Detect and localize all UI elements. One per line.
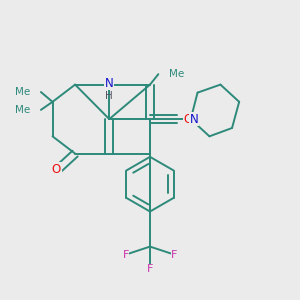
Text: F: F bbox=[122, 250, 129, 260]
Text: Me: Me bbox=[15, 87, 31, 97]
Text: H: H bbox=[105, 91, 113, 101]
Text: O: O bbox=[52, 163, 61, 176]
Text: Me: Me bbox=[15, 105, 31, 115]
Text: N: N bbox=[190, 112, 199, 126]
Text: F: F bbox=[171, 250, 178, 260]
Text: Me: Me bbox=[169, 69, 184, 79]
Text: O: O bbox=[183, 112, 193, 126]
Text: N: N bbox=[105, 76, 114, 90]
Text: F: F bbox=[147, 265, 153, 275]
